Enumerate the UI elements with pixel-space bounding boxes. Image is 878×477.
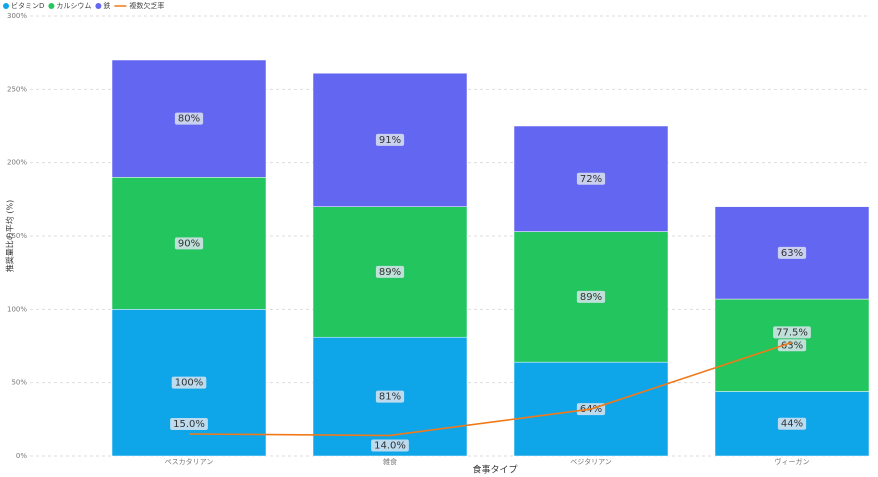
data-label: 91% [379, 135, 401, 146]
data-label: 100% [175, 378, 204, 389]
legend-swatch [48, 3, 55, 9]
label-box [171, 376, 207, 389]
bar-label: 63% [777, 339, 807, 352]
y-axis-title: 推奨量比の平均 (%) [5, 200, 15, 272]
data-label: 14.0% [374, 440, 406, 451]
x-axis-title: 食事タイプ [472, 464, 517, 476]
line [188, 341, 793, 437]
y-tick-label: 0% [16, 452, 27, 460]
legend-label: カルシウム [56, 2, 91, 10]
bar-label: 44% [777, 417, 807, 430]
label-box [174, 112, 204, 125]
y-tick-label: 200% [7, 159, 27, 167]
legend-label: ビタミンD [11, 1, 44, 10]
line-label: 77.5% [773, 326, 811, 339]
data-label: 15.0% [173, 419, 205, 430]
y-tick-label: 150% [7, 232, 27, 240]
label-box [375, 133, 405, 146]
data-label: 90% [178, 238, 200, 249]
data-label: 89% [379, 267, 401, 278]
y-tick-label: 250% [7, 85, 27, 93]
label-box [371, 439, 409, 452]
data-label: 89% [580, 292, 602, 303]
label-box [375, 390, 405, 403]
line-label: 15.0% [170, 418, 208, 430]
bar-label: 63% [777, 246, 807, 259]
label-box [375, 265, 405, 278]
label-box [576, 172, 606, 185]
data-label: 63% [781, 248, 803, 259]
y-tick-label: 100% [7, 305, 27, 313]
data-label: 44% [781, 419, 803, 430]
label-box [777, 246, 807, 259]
x-tick-label: ヴィーガン [775, 457, 810, 466]
legend-swatch [95, 3, 102, 9]
bar-label: 89% [375, 265, 405, 278]
label-box [777, 339, 807, 352]
bar-label: 90% [174, 237, 204, 250]
y-tick-label: 300% [7, 12, 27, 20]
bar-label: 100% [171, 376, 207, 389]
label-box [773, 326, 811, 339]
data-label: 72% [580, 174, 602, 185]
label-box [174, 237, 204, 250]
x-tick-label: 雑食 [383, 457, 397, 466]
bar-label: 89% [576, 290, 606, 303]
legend-label: 鉄 [103, 1, 110, 10]
line-label: 14.0% [371, 439, 409, 452]
bar-label: 80% [174, 112, 204, 125]
data-label: 80% [178, 114, 200, 125]
data-label: 77.5% [776, 327, 808, 338]
label-box [170, 418, 208, 430]
y-tick-label: 50% [11, 379, 27, 387]
legend-label: 複数欠乏率 [129, 1, 164, 10]
bar-label: 72% [576, 172, 606, 185]
bar-label: 81% [375, 390, 405, 403]
data-label: 81% [379, 392, 401, 403]
x-tick-label: ベジタリアン [570, 457, 612, 466]
x-tick-label: ペスカタリアン [165, 457, 214, 466]
label-box [777, 417, 807, 430]
label-box [576, 290, 606, 303]
bar-label: 91% [375, 133, 405, 146]
legend-swatch [3, 3, 9, 9]
data-label: 63% [781, 340, 803, 351]
